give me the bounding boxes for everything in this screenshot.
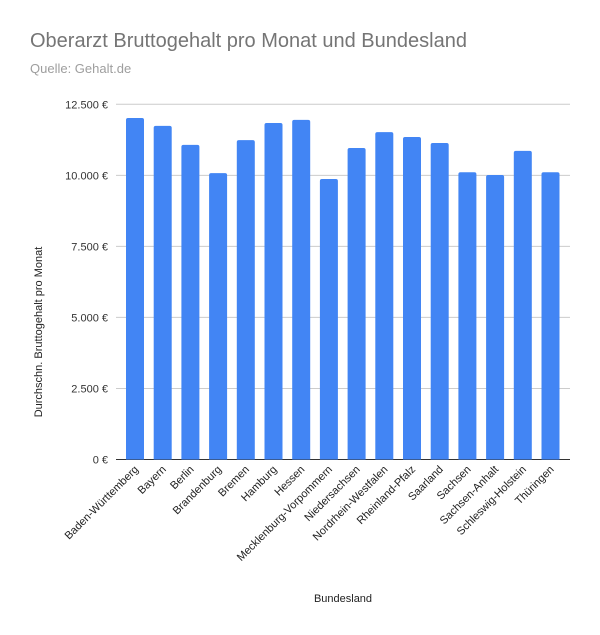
y-tick-label: 12.500 € [65,99,108,111]
y-axis-label: Durchschn. Bruttogehalt pro Monat [33,247,45,418]
bar [541,172,560,460]
bar [126,117,144,460]
chart-subtitle: Quelle: Gehalt.de [30,61,132,76]
y-tick-label: 2.500 € [71,383,108,395]
bar [153,125,172,460]
x-tick-label: Baden-Württemberg [63,464,142,543]
y-tick-label: 0 € [93,455,108,467]
bar [430,142,449,460]
bar [181,144,200,460]
bar [347,148,366,460]
bar [319,179,338,460]
bar [375,132,394,460]
bar [264,123,283,460]
bar [513,150,532,460]
bar [292,119,311,460]
bar [236,140,255,460]
y-tick-label: 10.000 € [65,170,108,182]
y-tick-label: 5.000 € [71,312,108,324]
x-axis-label: Bundesland [314,593,372,605]
chart-title: Oberarzt Bruttogehalt pro Monat und Bund… [30,30,467,52]
bar [458,172,477,460]
bar [209,173,228,460]
bar [486,175,505,460]
bar [403,136,421,460]
y-tick-label: 7.500 € [71,241,108,253]
x-tick-label: Bayern [136,464,169,497]
